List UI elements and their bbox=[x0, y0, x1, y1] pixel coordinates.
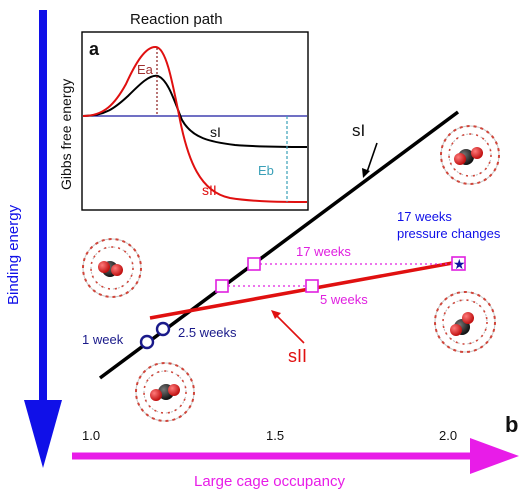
inset-curve-sII bbox=[82, 46, 308, 203]
cage-illustration-bottom bbox=[135, 362, 195, 422]
inset-panel-label: a bbox=[89, 39, 100, 59]
inset-eb-label: Eb bbox=[258, 163, 274, 178]
sI-pointer bbox=[366, 142, 378, 173]
sII-line bbox=[149, 260, 459, 320]
inset-curve-sI bbox=[82, 74, 308, 148]
inset-sI-label: sI bbox=[210, 124, 221, 140]
cage-illustration-top-right bbox=[440, 125, 500, 185]
inset-panel-a: Reaction path a Gibbs free energy Ea Eb … bbox=[58, 11, 309, 211]
star-icon: ★ bbox=[453, 257, 466, 273]
inset-title: Reaction path bbox=[130, 11, 223, 28]
cage-illustration-right bbox=[434, 291, 496, 353]
panel-b-label: b bbox=[505, 412, 518, 437]
sII-pointer-head bbox=[271, 310, 281, 319]
label-2-5-weeks: 2.5 weeks bbox=[178, 325, 237, 340]
cage-illustration-left bbox=[82, 238, 142, 298]
marker-17-weeks-end bbox=[451, 256, 466, 271]
label-17-weeks-mid: 17 weeks bbox=[296, 244, 351, 259]
x-axis-label: Large cage occupancy bbox=[194, 473, 345, 490]
sII-label: sII bbox=[288, 346, 307, 366]
inset-ea-label: Ea bbox=[137, 62, 154, 77]
inset-y-label: Gibbs free energy bbox=[58, 79, 74, 190]
x-tick-1-5: 1.5 bbox=[266, 428, 284, 443]
marker-1-week bbox=[139, 334, 155, 350]
y-axis-arrow bbox=[24, 10, 62, 468]
marker-sII-5-weeks bbox=[305, 279, 319, 293]
sII-pointer bbox=[275, 314, 305, 344]
label-pressure-changes: pressure changes bbox=[397, 226, 501, 241]
inset-sII-label: sII bbox=[202, 182, 217, 198]
marker-2-5-weeks bbox=[155, 321, 171, 337]
label-5-weeks: 5 weeks bbox=[320, 292, 368, 307]
marker-sI-17-weeks bbox=[247, 257, 261, 271]
label-1-week: 1 week bbox=[82, 332, 124, 347]
inset-frame bbox=[81, 31, 309, 211]
x-axis-arrow bbox=[72, 438, 519, 474]
sI-label: sI bbox=[352, 121, 365, 140]
x-tick-1-0: 1.0 bbox=[82, 428, 100, 443]
label-17-weeks-top: 17 weeks bbox=[397, 209, 452, 224]
y-axis-label: Binding energy bbox=[5, 204, 22, 305]
x-tick-2-0: 2.0 bbox=[439, 428, 457, 443]
sI-pointer-head bbox=[362, 168, 370, 178]
marker-sI-5-weeks bbox=[215, 279, 229, 293]
